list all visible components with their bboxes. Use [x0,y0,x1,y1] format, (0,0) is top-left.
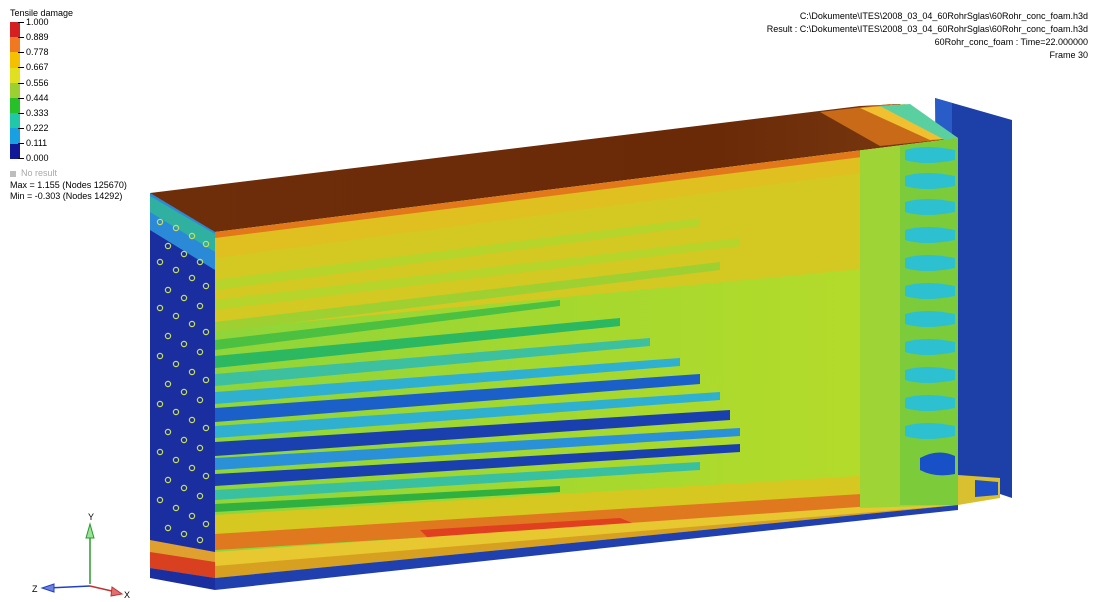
legend-swatch [10,68,20,83]
legend-tick [18,98,24,99]
axis-y-label: Y [88,512,94,522]
legend-tick [18,52,24,53]
legend-value: 0.444 [26,93,49,104]
legend-swatch [10,113,20,128]
model-info: C:\Dokumente\ITES\2008_03_04_60RohrSglas… [767,10,1088,62]
legend-value: 0.778 [26,47,49,58]
legend-swatch [10,144,20,159]
legend-value: 0.333 [26,108,49,119]
time-label: 60Rohr_conc_foam : Time=22.000000 [767,36,1088,49]
axis-triad: Y X Z [26,508,136,602]
result-path: Result : C:\Dokumente\ITES\2008_03_04_60… [767,23,1088,36]
legend-tick [18,83,24,84]
legend-tick [18,67,24,68]
file-path: C:\Dokumente\ITES\2008_03_04_60RohrSglas… [767,10,1088,23]
frame-label: Frame 30 [767,49,1088,62]
legend-tick [18,128,24,129]
legend-swatch [10,52,20,67]
legend-swatch [10,37,20,52]
legend-min: Min = -0.303 (Nodes 14292) [10,191,122,202]
axis-z-label: Z [32,584,38,594]
legend-value: 0.889 [26,32,49,43]
legend-value: 0.000 [26,153,49,164]
no-result-label: No result [21,168,57,178]
legend-value: 1.000 [26,17,49,28]
legend-color-bar [10,22,20,159]
no-result-swatch [10,171,16,177]
legend-value: 0.667 [26,62,49,73]
legend-swatch [10,83,20,98]
legend-swatch [10,98,20,113]
legend-value: 0.222 [26,123,49,134]
legend-swatch [10,128,20,143]
legend-tick [18,158,24,159]
legend-tick [18,143,24,144]
foot-blue [975,480,998,497]
legend-tick [18,37,24,38]
legend-max: Max = 1.155 (Nodes 125670) [10,180,127,191]
legend-value: 0.111 [26,138,47,149]
axis-x-label: X [124,590,130,600]
legend-tick [18,113,24,114]
legend-no-result: No result [10,168,57,179]
legend-tick [18,22,24,23]
legend-value: 0.556 [26,78,49,89]
legend-swatch [10,22,20,37]
